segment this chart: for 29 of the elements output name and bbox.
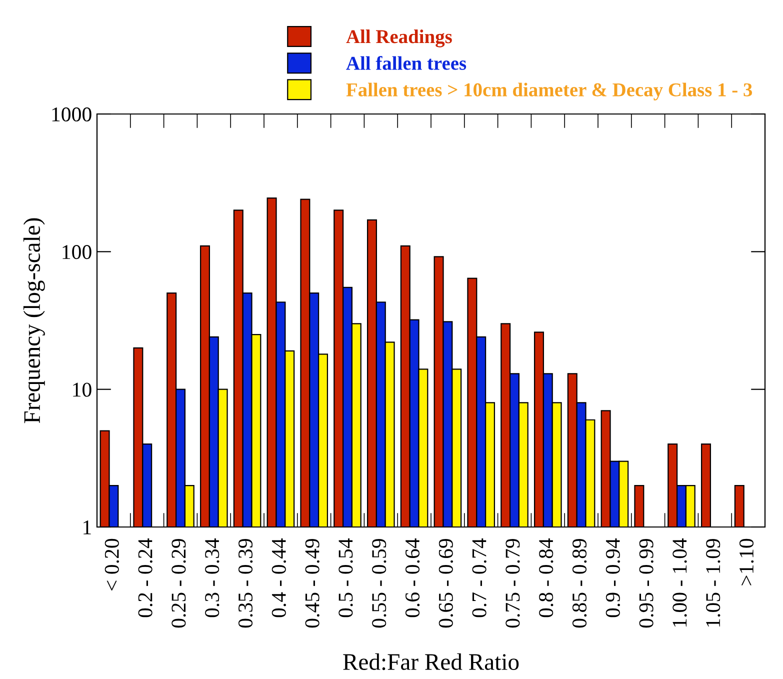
- y-tick-label: 1: [84, 520, 91, 534]
- x-tick-label: < 0.20: [104, 538, 120, 590]
- x-tick-label: 0.25 - 0.29: [172, 538, 186, 628]
- x-tick-label: 1.00 - 1.04: [672, 538, 687, 627]
- x-tick-label: 1.05 - 1.09: [706, 538, 720, 627]
- legend-label: All fallen trees: [346, 56, 466, 70]
- x-tick-label: 0.45 - 0.49: [305, 538, 320, 628]
- x-tick-label: 0.7 - 0.74: [472, 538, 486, 618]
- legend-label: All Readings: [346, 30, 452, 48]
- x-tick-label: >1.10: [739, 538, 754, 586]
- x-tick-label: 0.4 - 0.44: [272, 538, 286, 618]
- x-tick-label: 0.6 - 0.64: [405, 538, 420, 618]
- x-tick-label: 0.65 - 0.69: [438, 538, 454, 628]
- y-tick-label: 10: [73, 382, 92, 397]
- x-tick-label: 0.5 - 0.54: [338, 538, 353, 618]
- x-tick-label: 0.85 - 0.89: [572, 538, 587, 628]
- x-tick-label: 0.55 - 0.59: [372, 538, 386, 628]
- x-tick-label: 0.35 - 0.39: [238, 538, 253, 628]
- x-tick-label: 0.3 - 0.34: [205, 538, 220, 618]
- x-tick-label: 0.8 - 0.84: [539, 538, 554, 618]
- y-axis-title: Frequency (log-scale): [23, 218, 45, 424]
- x-tick-label: 0.75 - 0.79: [506, 538, 520, 628]
- x-tick-label: 0.2 - 0.24: [138, 538, 152, 618]
- x-tick-label: 0.95 - 0.99: [639, 538, 654, 628]
- legend-label: Fallen trees > 10cm diameter & Decay Class 1 - 3: [346, 82, 752, 100]
- y-tick-label: 100: [62, 245, 92, 260]
- x-tick-label: 0.9 - 0.94: [606, 538, 620, 618]
- x-axis-title: Red:Far Red Ratio: [343, 653, 519, 670]
- y-tick-label: 1000: [52, 107, 92, 122]
